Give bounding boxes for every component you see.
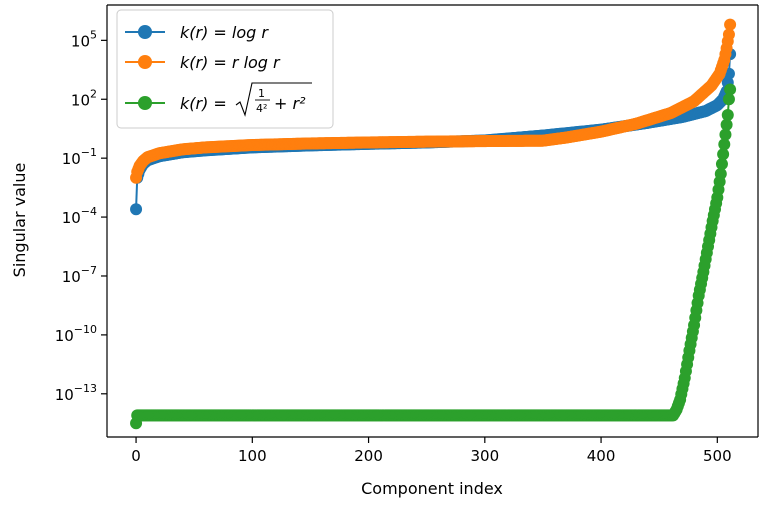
y-tick-label: 102 — [71, 87, 97, 109]
data-point — [720, 118, 733, 131]
frac-numerator: 1 — [258, 87, 265, 100]
data-point — [130, 203, 143, 216]
y-tick-label: 10−4 — [62, 205, 97, 227]
legend-entry: k(r) = 1 4² + r² — [125, 82, 312, 117]
y-tick-label: 10−7 — [62, 264, 97, 286]
legend-box — [116, 9, 334, 129]
data-point — [715, 158, 728, 171]
x-tick-label: 500 — [703, 447, 732, 465]
y-axis-label: Singular value — [10, 163, 29, 278]
data-point — [719, 128, 732, 141]
series-1 — [130, 18, 737, 184]
y-tick-label: 10−13 — [55, 382, 97, 404]
data-point — [721, 108, 734, 121]
sqrt-sign — [235, 82, 312, 117]
data-point — [722, 28, 735, 41]
data-point — [714, 167, 727, 180]
legend-label: k(r) = log r — [180, 23, 269, 42]
x-tick-label: 0 — [131, 447, 141, 465]
axes-layer: 0 100 200 300 400 500 105 102 10−1 10−4 10−7 10−10 1… — [55, 4, 759, 465]
y-tick-label: 105 — [71, 28, 97, 50]
legend-entry: k(r) = log r — [125, 23, 269, 42]
data-point — [718, 138, 731, 151]
x-tick-label: 200 — [354, 447, 383, 465]
legend-marker — [138, 96, 152, 110]
data-point — [717, 148, 730, 161]
data-point — [722, 93, 735, 106]
data-point — [724, 18, 737, 31]
series-layer — [130, 18, 737, 430]
legend-label: k(r) = — [180, 94, 227, 113]
legend-label: k(r) = r log r — [180, 53, 281, 72]
data-point — [724, 83, 737, 96]
legend-marker — [138, 25, 152, 39]
legend-label-rest: + r² — [274, 94, 306, 113]
legend-entry: k(r) = r log r — [125, 53, 281, 72]
x-tick-label: 100 — [238, 447, 267, 465]
x-tick-label: 400 — [587, 447, 616, 465]
series-2 — [130, 83, 737, 430]
x-tick-label: 300 — [470, 447, 499, 465]
y-tick-label: 10−1 — [62, 146, 97, 168]
legend-marker — [138, 55, 152, 69]
x-axis-label: Component index — [361, 479, 503, 498]
frac-denominator: 4² — [256, 102, 267, 115]
legend: k(r) = log r k(r) = r log r k(r) = 1 4² + r² — [116, 9, 334, 129]
y-tick-label: 10−10 — [55, 323, 97, 345]
